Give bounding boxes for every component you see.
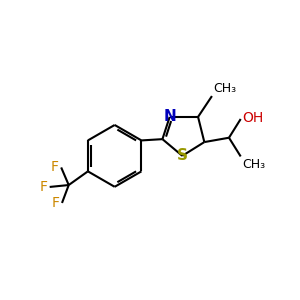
Text: F: F <box>52 196 60 210</box>
Text: CH₃: CH₃ <box>242 158 265 171</box>
Text: F: F <box>39 180 47 194</box>
Text: N: N <box>163 110 176 124</box>
Text: F: F <box>51 160 59 174</box>
Text: S: S <box>177 148 188 163</box>
Text: OH: OH <box>242 111 263 125</box>
Text: CH₃: CH₃ <box>213 82 236 94</box>
